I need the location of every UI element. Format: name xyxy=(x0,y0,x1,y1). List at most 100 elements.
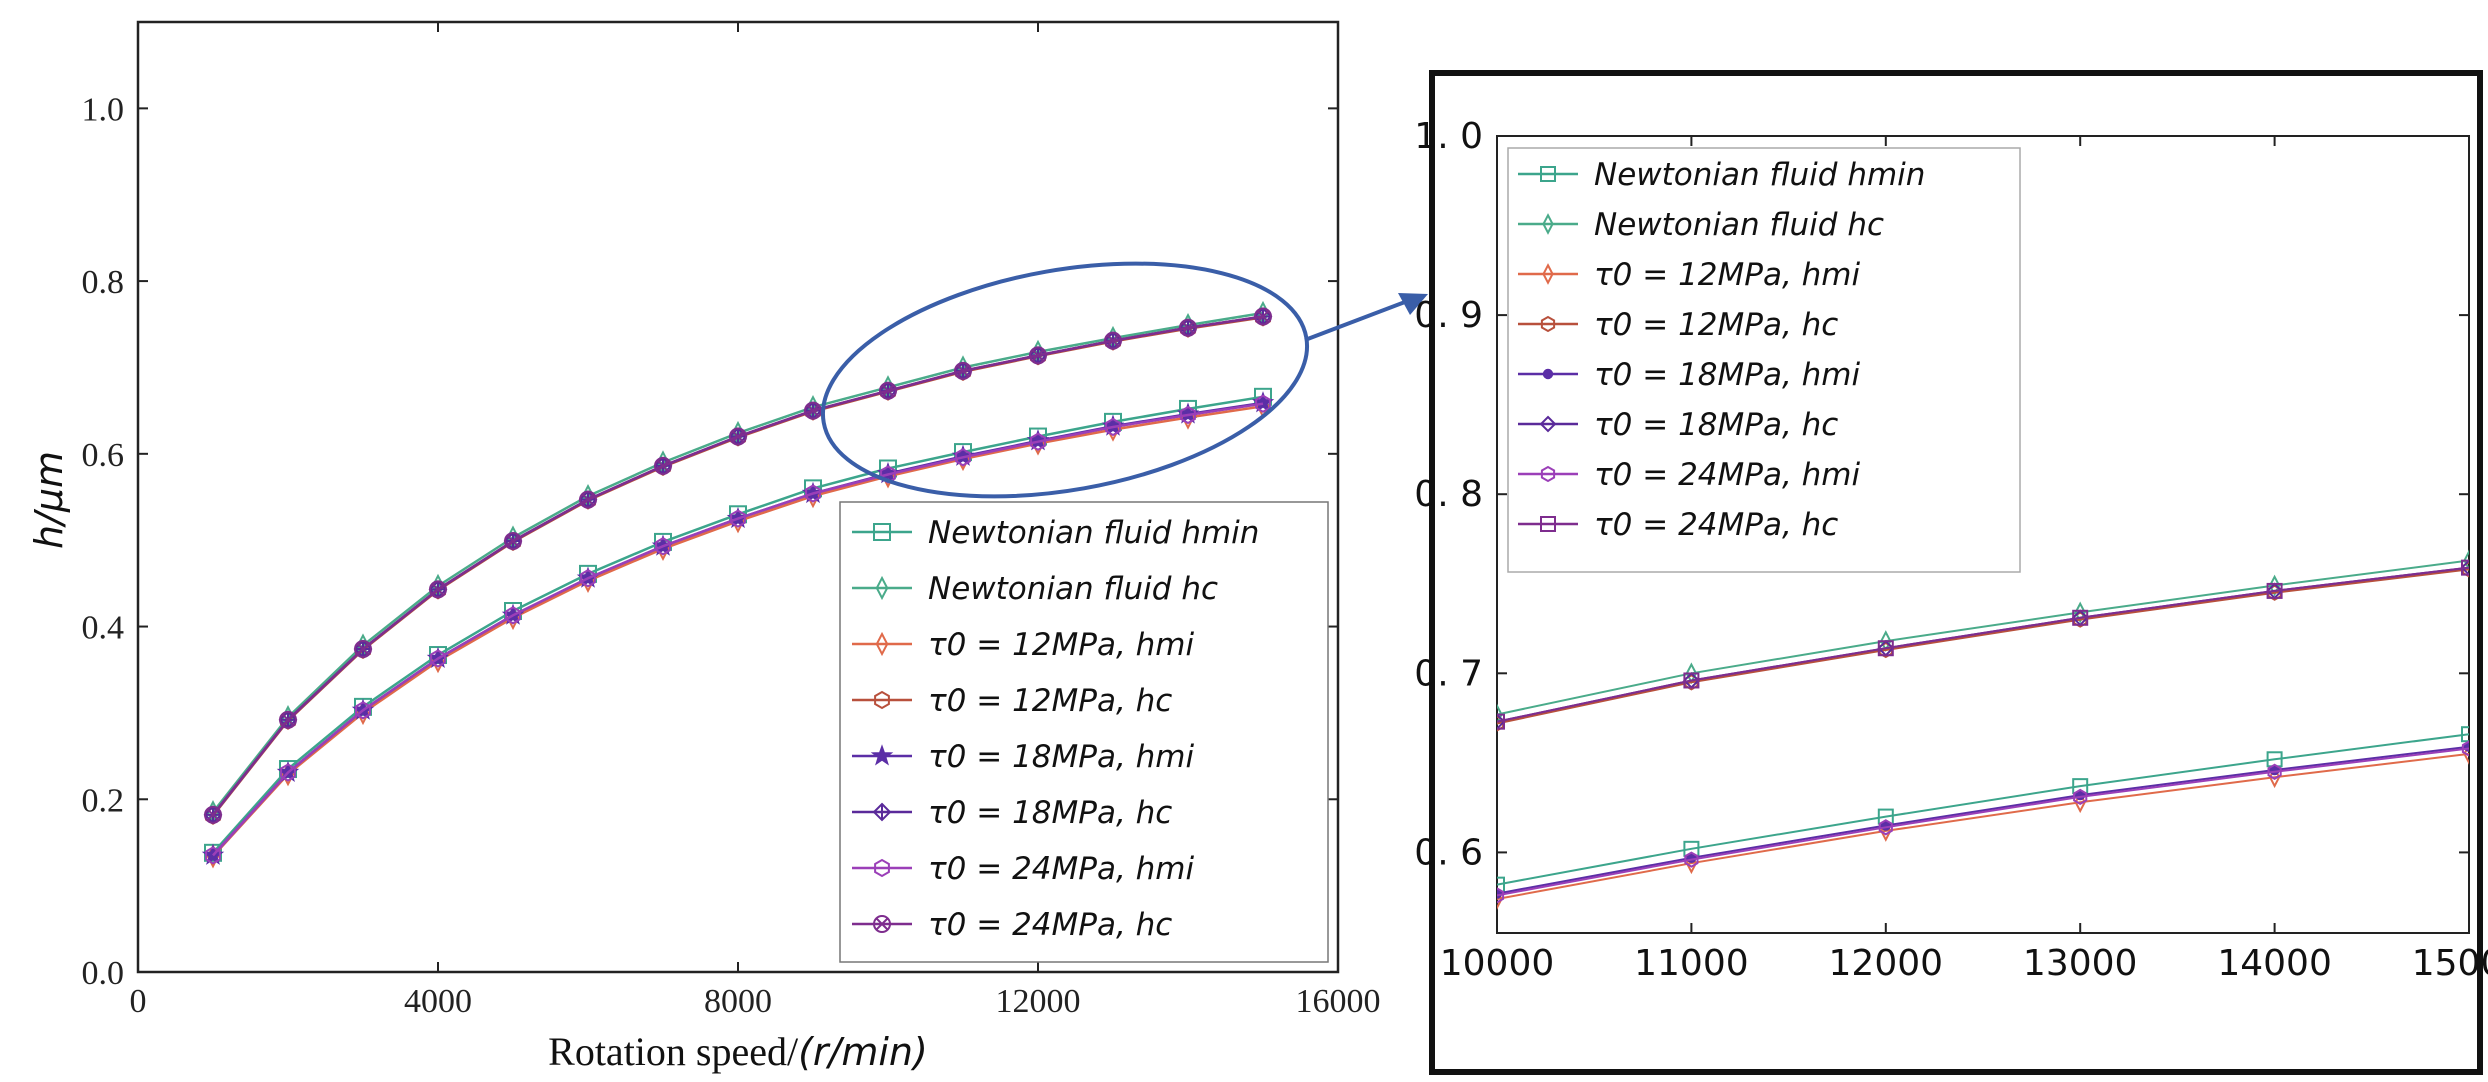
main-data-point xyxy=(955,448,971,467)
zoom-xtick-label: 14000 xyxy=(2217,943,2332,984)
main-ytick-label: 0.4 xyxy=(82,610,125,647)
zoom-data-point xyxy=(2268,766,2281,789)
zoom-data-point xyxy=(2267,763,2282,780)
zoom-series xyxy=(1497,549,2469,910)
zoom-data-point xyxy=(2463,742,2469,765)
zoom-data-point xyxy=(1878,819,1893,836)
main-data-point xyxy=(654,456,672,475)
zoom-legend: Newtonian fluid hmin Newtonian fluid hc τ0… xyxy=(1507,147,2021,573)
zoom-y-ticks: 0. 6 0. 7 0. 8 0. 9 1. 0 xyxy=(1414,116,2469,873)
main-xtick-label: 4000 xyxy=(404,983,472,1020)
zoom-legend-marker xyxy=(1540,465,1556,483)
main-legend-item: τ0 = 24MPa, hc xyxy=(852,907,1172,943)
main-data-point xyxy=(579,490,597,509)
zoom-data-point xyxy=(2460,559,2469,577)
main-legend-item: τ0 = 12MPa, hmi xyxy=(852,627,1195,663)
zoom-legend-item: τ0 = 24MPa, hc xyxy=(1518,507,1838,543)
main-data-point xyxy=(355,701,371,720)
zoom-ytick-label: 0. 6 xyxy=(1414,832,1483,873)
main-xtick-label: 0 xyxy=(130,983,147,1020)
zoom-data-point xyxy=(1497,713,1505,730)
zoom-arrow-line xyxy=(1304,300,1406,342)
zoom-arrow-head xyxy=(1398,293,1428,315)
main-data-point xyxy=(429,580,447,599)
zoom-xtick-label: 15000 xyxy=(2412,943,2488,984)
zoom-legend-label: τ0 = 18MPa, hmi xyxy=(1594,357,1861,393)
main-y-axis-label: h/μm xyxy=(27,451,71,549)
main-data-point xyxy=(655,537,671,556)
main-legend-marker xyxy=(873,915,891,933)
main-xtick-label: 8000 xyxy=(704,983,772,1020)
zoom-series-line xyxy=(1497,568,2469,725)
main-data-point xyxy=(205,846,221,865)
main-data-point xyxy=(1180,405,1196,425)
main-legend-item: τ0 = 24MPa, hmi xyxy=(852,851,1195,887)
zoom-x-ticks: 10000 11000 12000 13000 14000 15000 xyxy=(1440,136,2488,984)
main-data-point xyxy=(504,532,522,551)
main-legend-label: τ0 = 12MPa, hmi xyxy=(928,627,1195,663)
zoom-series-line xyxy=(1497,566,2469,723)
zoom-ytick-label: 0. 7 xyxy=(1414,653,1483,694)
main-legend-label: τ0 = 12MPa, hc xyxy=(928,683,1172,719)
zoom-legend-label: τ0 = 24MPa, hc xyxy=(1594,507,1838,543)
zoom-legend-item: τ0 = 24MPa, hmi xyxy=(1518,457,1861,493)
zoom-series-1 xyxy=(1497,549,2469,726)
main-legend: Newtonian fluid hmin Newtonian fluid hc τ0… xyxy=(839,501,1329,963)
main-ytick-label: 0.8 xyxy=(82,264,125,301)
zoom-data-point xyxy=(2461,559,2469,576)
zoom-legend-label: Newtonian fluid hmin xyxy=(1594,157,1925,193)
zoom-ytick-label: 0. 8 xyxy=(1414,474,1483,515)
main-x-axis-label-unit: (r/min) xyxy=(798,1030,928,1074)
zoom-data-point xyxy=(1497,876,1505,893)
main-x-axis-label-prefix: Rotation speed/ xyxy=(548,1029,799,1074)
main-data-point xyxy=(730,509,746,528)
main-chart: 0.0 0.2 0.4 0.6 0.8 1.0 0 4000 8000 12000 16000 h… xyxy=(27,20,1381,1074)
zoom-data-point xyxy=(1684,851,1699,868)
main-ytick-label: 1.0 xyxy=(82,91,125,128)
main-legend-label: τ0 = 24MPa, hc xyxy=(928,907,1172,943)
main-legend-marker xyxy=(875,631,889,657)
zoom-series-7 xyxy=(1497,559,2469,730)
zoom-data-point xyxy=(1877,640,1894,657)
main-legend-item: τ0 = 18MPa, hmi xyxy=(852,739,1195,775)
main-y-ticks: 0.0 0.2 0.4 0.6 0.8 1.0 xyxy=(82,91,1338,992)
main-legend-box xyxy=(839,501,1329,963)
zoom-legend-marker xyxy=(1542,368,1554,380)
main-legend-item: Newtonian fluid hmin xyxy=(852,515,1259,551)
main-data-point xyxy=(1179,318,1197,337)
zoom-legend-label: Newtonian fluid hc xyxy=(1594,207,1884,243)
main-legend-label: Newtonian fluid hmin xyxy=(928,515,1259,551)
main-legend-label: τ0 = 24MPa, hmi xyxy=(928,851,1195,887)
main-data-point xyxy=(1029,346,1047,365)
zoom-legend-marker xyxy=(1539,415,1557,433)
main-legend-label: τ0 = 18MPa, hc xyxy=(928,795,1172,831)
zoom-legend-label: τ0 = 12MPa, hmi xyxy=(1594,257,1861,293)
zoom-legend-marker xyxy=(1540,166,1556,182)
main-legend-item: Newtonian fluid hc xyxy=(852,571,1218,607)
zoom-data-point xyxy=(1497,887,1505,904)
main-series-7 xyxy=(204,307,1272,824)
main-legend-marker xyxy=(875,575,889,601)
zoom-series-line xyxy=(1497,733,2469,886)
zoom-series-line xyxy=(1497,745,2469,895)
zoom-legend-item: Newtonian fluid hmin xyxy=(1518,157,1925,193)
main-data-point xyxy=(954,361,972,380)
zoom-series-line xyxy=(1497,747,2469,897)
main-data-point xyxy=(1105,417,1121,437)
zoom-series-line xyxy=(1497,559,2469,716)
main-x-ticks: 0 4000 8000 12000 16000 xyxy=(130,22,1381,1020)
zoom-data-point xyxy=(2074,601,2086,624)
zoom-data-point xyxy=(2074,791,2086,814)
main-xtick-label: 12000 xyxy=(996,983,1081,1020)
zoom-data-point xyxy=(2461,740,2469,757)
main-legend-label: Newtonian fluid hc xyxy=(928,571,1218,607)
zoom-series-line xyxy=(1497,752,2469,900)
zoom-data-point xyxy=(1683,672,1700,689)
zoom-legend-label: τ0 = 18MPa, hc xyxy=(1594,407,1838,443)
zoom-legend-box xyxy=(1507,147,2021,573)
zoom-legend-item: τ0 = 12MPa, hmi xyxy=(1518,257,1861,293)
zoom-legend-marker xyxy=(1540,516,1556,532)
main-data-point xyxy=(354,640,372,658)
main-ytick-label: 0.6 xyxy=(82,437,125,474)
